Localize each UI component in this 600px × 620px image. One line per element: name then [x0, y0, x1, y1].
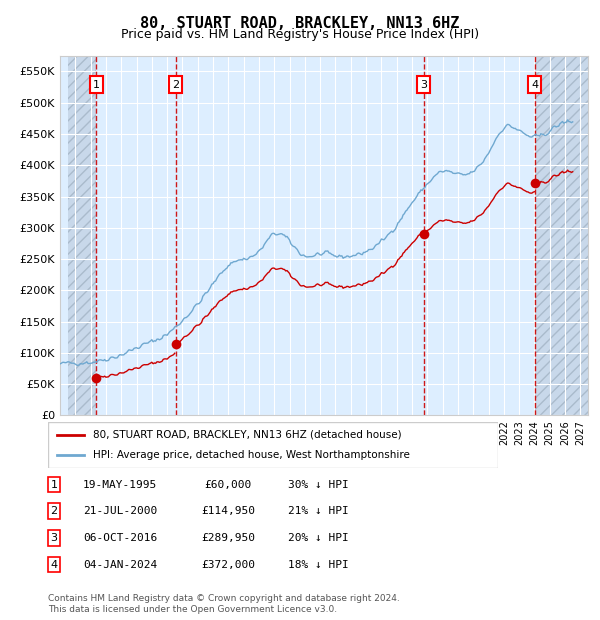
Text: 3: 3: [50, 533, 58, 543]
Bar: [535, 56, 588, 415]
Text: 18% ↓ HPI: 18% ↓ HPI: [287, 559, 349, 570]
Text: 2: 2: [172, 79, 179, 89]
Text: £114,950: £114,950: [201, 506, 255, 516]
Text: Contains HM Land Registry data © Crown copyright and database right 2024.
This d: Contains HM Land Registry data © Crown c…: [48, 595, 400, 614]
Text: Price paid vs. HM Land Registry's House Price Index (HPI): Price paid vs. HM Land Registry's House …: [121, 28, 479, 41]
Text: £289,950: £289,950: [201, 533, 255, 543]
FancyBboxPatch shape: [48, 422, 498, 468]
Text: 1: 1: [50, 479, 58, 490]
Text: 21-JUL-2000: 21-JUL-2000: [83, 506, 157, 516]
Text: 3: 3: [420, 79, 427, 89]
Text: 06-OCT-2016: 06-OCT-2016: [83, 533, 157, 543]
Text: 1: 1: [93, 79, 100, 89]
Text: £372,000: £372,000: [201, 559, 255, 570]
Text: 80, STUART ROAD, BRACKLEY, NN13 6HZ: 80, STUART ROAD, BRACKLEY, NN13 6HZ: [140, 16, 460, 30]
Text: 2: 2: [50, 506, 58, 516]
Text: 80, STUART ROAD, BRACKLEY, NN13 6HZ (detached house): 80, STUART ROAD, BRACKLEY, NN13 6HZ (det…: [93, 430, 401, 440]
Text: 4: 4: [531, 79, 538, 89]
Text: 4: 4: [50, 559, 58, 570]
Text: 21% ↓ HPI: 21% ↓ HPI: [287, 506, 349, 516]
Bar: [535, 56, 588, 415]
Bar: [68, 56, 97, 415]
Text: HPI: Average price, detached house, West Northamptonshire: HPI: Average price, detached house, West…: [93, 450, 410, 460]
Text: 19-MAY-1995: 19-MAY-1995: [83, 479, 157, 490]
Text: 20% ↓ HPI: 20% ↓ HPI: [287, 533, 349, 543]
Text: £60,000: £60,000: [205, 479, 251, 490]
Text: 30% ↓ HPI: 30% ↓ HPI: [287, 479, 349, 490]
Text: 04-JAN-2024: 04-JAN-2024: [83, 559, 157, 570]
Bar: [68, 56, 97, 415]
